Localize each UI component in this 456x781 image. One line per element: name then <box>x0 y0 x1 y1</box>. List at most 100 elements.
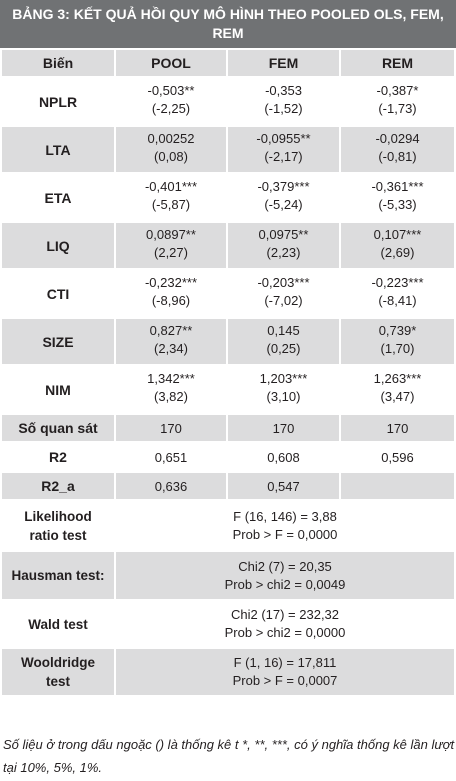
test-row: Wald test Chi2 (17) = 232,32 Prob > chi2 =… <box>0 602 456 646</box>
coefficient-line: -0,203*** <box>257 275 310 290</box>
table-row: NPLR -0,503** (-2,25) -0,353 (-1,52) -0,387* (… <box>0 79 456 124</box>
coefficient-line: (2,34) <box>154 341 188 356</box>
coefficient-line: (2,27) <box>154 245 188 260</box>
test-label-line: Wald test <box>28 616 88 632</box>
test-label-line: test <box>45 674 70 689</box>
coefficient-line: (-8,41) <box>378 293 417 308</box>
coefficient-line: (3,82) <box>154 389 188 404</box>
test-result-line: Prob > chi2 = 0,0049 <box>224 576 346 592</box>
coefficient-cell: -0,503** (-2,25) <box>116 79 226 124</box>
coefficient-cell: 1,203*** (3,10) <box>228 367 339 412</box>
coefficient-line: (0,25) <box>266 341 301 356</box>
coefficient-line: -0,0294 <box>375 131 420 146</box>
coefficient-cell: 0,0897** (2,27) <box>116 223 226 268</box>
test-result: F (1, 16) = 17,811 Prob > F = 0,0007 <box>116 649 454 695</box>
test-label-text: Wald test <box>28 615 88 634</box>
table-row: CTI -0,232*** (-8,96) -0,203*** (-7,02) -0,22… <box>0 271 456 316</box>
coefficient-line: (-8,96) <box>151 293 191 308</box>
variable-label: NPLR <box>38 93 78 110</box>
table-row: R2 0,651 0,608 0,596 <box>0 444 456 470</box>
coefficient-line: (3,10) <box>266 389 301 404</box>
coefficient-cell: 0,0975** (2,23) <box>228 223 339 268</box>
coefficient-line: (3,47) <box>380 389 415 404</box>
test-row: Hausman test: Chi2 (7) = 20,35 Prob > chi2… <box>0 552 456 599</box>
coefficient-line: (2,69) <box>380 245 415 260</box>
test-row: Likelihood ratio test F (16, 146) = 3,88 Pr… <box>0 502 456 549</box>
statistic-value: 0,636 <box>116 473 226 499</box>
test-result-line: Prob > F = 0,0000 <box>232 526 338 542</box>
variable-label: NIM <box>45 381 71 398</box>
test-label-text: Likelihood ratio test <box>24 507 92 545</box>
statistic-label: Số quan sát <box>2 415 114 441</box>
coefficient-line: (-2,17) <box>264 149 303 164</box>
coefficient-line: -0,361*** <box>371 179 424 194</box>
coefficient-line: (2,23) <box>266 245 301 260</box>
test-result-line: Chi2 (17) = 232,32 <box>230 607 340 622</box>
table-footnote: Số liệu ở trong dấu ngoặc () là thống kê… <box>3 737 455 775</box>
header-cell: POOL <box>116 50 226 76</box>
test-label-text: Wooldridge test <box>21 653 95 691</box>
statistic-label: R2 <box>49 449 67 465</box>
coefficient-line: 0,00252 <box>147 131 195 146</box>
coefficient-cell: -0,203*** (-7,02) <box>228 271 339 316</box>
statistic-value: 0,596 <box>381 449 414 465</box>
coefficient-cell: 0,739* (1,70) <box>341 319 454 364</box>
test-row: Wooldridge test F (1, 16) = 17,811 Prob > F… <box>0 649 456 695</box>
test-label-line: Hausman test: <box>11 568 105 583</box>
coefficient-line: 0,145 <box>267 323 300 338</box>
coefficient-line: 0,739* <box>378 323 417 338</box>
coefficient-line: -0,223*** <box>371 275 424 290</box>
statistic-value: 170 <box>341 415 454 441</box>
statistic-value: 170 <box>116 415 226 441</box>
table-row: R2_a 0,636 0,547 <box>0 473 456 499</box>
test-label: Hausman test: <box>2 552 114 599</box>
coefficient-line: -0,503** <box>147 83 195 98</box>
coefficient-line: -0,401*** <box>144 179 198 194</box>
header-row: Biến POOL FEM REM <box>0 50 456 76</box>
coefficient-line: -0,353 <box>265 83 302 98</box>
table-row: Số quan sát 170 170 170 <box>0 415 456 441</box>
statistic-value: 0,608 <box>267 449 300 465</box>
coefficient-line: 1,342*** <box>147 371 195 386</box>
test-label: Wald test <box>2 602 114 646</box>
coefficient-cell: -0,401*** (-5,87) <box>116 175 226 220</box>
statistic-value: 0,547 <box>228 473 339 499</box>
coefficient-cell: -0,361*** (-5,33) <box>341 175 454 220</box>
coefficient-cell: -0,353 (-1,52) <box>228 79 339 124</box>
coefficient-cell: -0,232*** (-8,96) <box>116 271 226 316</box>
test-label-line: Wooldridge <box>21 655 95 670</box>
variable-label: LTA <box>2 127 114 172</box>
coefficient-line: -0,387* <box>376 83 419 98</box>
coefficient-cell: 0,145 (0,25) <box>228 319 339 364</box>
test-label-line: ratio test <box>29 527 87 543</box>
header-cell: FEM <box>228 50 339 76</box>
coefficient-line: 1,263*** <box>373 371 422 386</box>
test-result: F (16, 146) = 3,88 Prob > F = 0,0000 <box>116 502 454 549</box>
coefficient-line: (-5,33) <box>378 197 417 212</box>
variable-label: SIZE <box>2 319 114 364</box>
coefficient-line: (1,70) <box>380 341 415 356</box>
test-label: Wooldridge test <box>2 649 114 695</box>
coefficient-line: (-5,87) <box>151 197 191 212</box>
variable-label: ETA <box>44 189 72 206</box>
variable-label: CTI <box>46 285 70 302</box>
coefficient-line: 0,0975** <box>258 227 309 242</box>
coefficient-line: (-2,25) <box>151 101 191 116</box>
test-result-line: Chi2 (7) = 20,35 <box>238 558 332 574</box>
table-row: NIM 1,342*** (3,82) 1,203*** (3,10) 1,263*** (… <box>0 367 456 412</box>
coefficient-cell: -0,387* (-1,73) <box>341 79 454 124</box>
test-result-line: F (16, 146) = 3,88 <box>233 508 337 524</box>
table-title: BẢNG 3: KẾT QUẢ HỒI QUY MÔ HÌNH THEO POO… <box>0 0 456 48</box>
coefficient-line: -0,379*** <box>257 179 310 194</box>
coefficient-cell: -0,0294 (-0,81) <box>341 127 454 172</box>
header-cell: REM <box>341 50 454 76</box>
coefficient-cell: 0,827** (2,34) <box>116 319 226 364</box>
coefficient-cell: -0,0955** (-2,17) <box>228 127 339 172</box>
coefficient-line: 0,107*** <box>373 227 422 242</box>
coefficient-line: (-1,52) <box>264 101 303 116</box>
test-label: Likelihood ratio test <box>2 502 114 549</box>
statistic-label: R2_a <box>2 473 114 499</box>
table-row: LIQ 0,0897** (2,27) 0,0975** (2,23) 0,107*** (… <box>0 223 456 268</box>
coefficient-line: 0,827** <box>149 323 193 338</box>
test-result-line: Prob > chi2 = 0,0000 <box>224 625 346 640</box>
